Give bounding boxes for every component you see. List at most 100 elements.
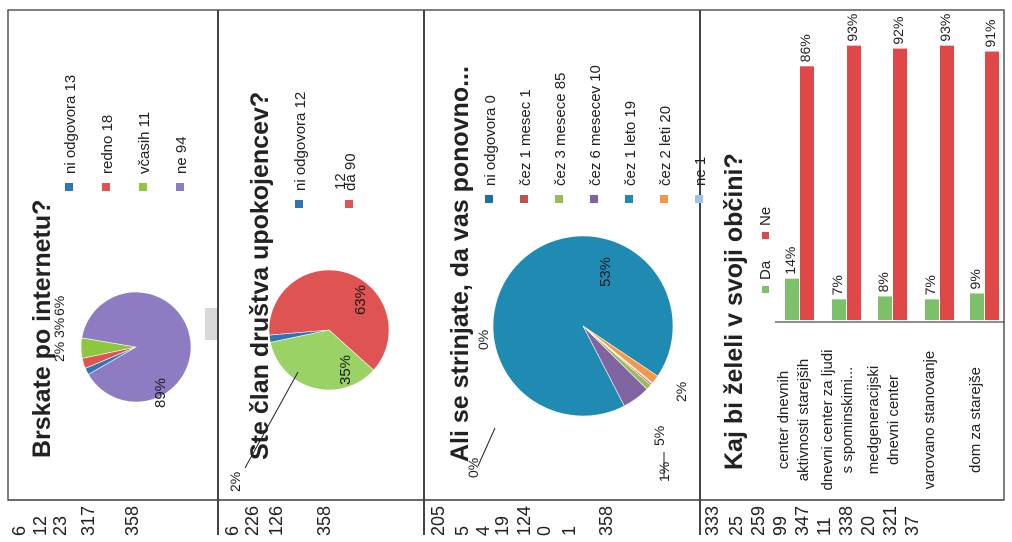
- panel-zeleli-bar-da-2: [878, 296, 892, 320]
- panel-strinjate-side-number-7: 358: [596, 506, 616, 536]
- panel-zeleli-category-1-0: dnevni center za ljudi: [819, 350, 836, 491]
- panel-strinjate-side-number-6: 1: [559, 526, 579, 536]
- panel-zeleli-category-3-0: varovano stanovanje: [921, 351, 938, 489]
- panel-zeleli-label-ne-4: 91%: [982, 20, 998, 48]
- panel-strinjate-slice-6: [582, 325, 654, 385]
- panel-brskate-label-2: 6%: [51, 296, 67, 316]
- panel-brskate-side-number-0: 6: [9, 526, 29, 536]
- panel-strinjate-label-5: 2%: [673, 382, 689, 402]
- panel-strinjate-leader-0: [477, 427, 496, 467]
- panel-brskate-legend-swatch-3: [176, 183, 184, 191]
- panel-brskate-side-number-4: 358: [122, 506, 142, 536]
- panel-brskate-legend-label-0: ni odgovora 13: [62, 75, 79, 174]
- panel-clan-legend-swatch-1: [345, 200, 353, 208]
- panel-clan-side-number-1: 226: [242, 506, 262, 536]
- panel-zeleli-category-4-0: dom za starejše: [967, 367, 984, 473]
- panel-zeleli-bar-da-3: [925, 299, 939, 320]
- panel-zeleli-legend-swatch-da: [762, 286, 769, 293]
- panel-zeleli-bar-da-1: [832, 299, 846, 320]
- panel-brskate-side-number-2: 23: [50, 516, 70, 536]
- panel-brskate-side-number-1: 12: [30, 516, 50, 536]
- panel-zeleli-side-number-3: 99: [770, 516, 790, 536]
- panel-brskate-side-number-3: 317: [78, 506, 98, 536]
- panel-strinjate-side-number-2: 4: [473, 526, 493, 536]
- panel-zeleli-label-ne-2: 92%: [890, 17, 906, 45]
- panel-brskate-label-3: 89%: [152, 378, 169, 408]
- panel-strinjate-legend-label-0: ni odgovora 0: [482, 95, 499, 186]
- panel-clan-side-number-3: 358: [314, 506, 334, 536]
- panel-clan-legend-label-1: da 90: [342, 153, 359, 191]
- panel-layer: Brskate po internetu? ni odgovora 13 redno…: [9, 14, 1004, 536]
- panel-zeleli-category-2-1: dnevni center: [885, 375, 902, 465]
- panel-strinjate-legend-swatch-2: [555, 195, 563, 203]
- panel-zeleli-side-number-5: 11: [814, 517, 834, 536]
- panel-clan-leader: [244, 371, 299, 469]
- panel-clan: Ste član društva upokojencev? ni odgovora…: [222, 92, 390, 536]
- panel-strinjate-legend-label-1: čez 1 mesec 1: [517, 89, 534, 186]
- panel-strinjate-side-number-3: 19: [492, 516, 512, 536]
- panel-zeleli-label-da-4: 9%: [967, 269, 983, 289]
- panel-clan-legend-count: 12: [332, 173, 349, 190]
- panel-frames: [7, 9, 1005, 535]
- panel-zeleli: Kaj bi želeli v svoji občini? Da Ne 14% 86% 7…: [702, 14, 1004, 536]
- panel-brskate-label-1: 3%: [51, 318, 67, 338]
- panel-strinjate-side-number-5: 0: [534, 526, 554, 536]
- panel-clan-side-number-0: 6: [222, 526, 242, 536]
- panel-zeleli-side-number-2: 259: [748, 506, 768, 536]
- panel-zeleli-side-number-0: 333: [702, 506, 722, 536]
- panel-zeleli-category-1-1: s spominskimi...: [839, 367, 856, 474]
- panel-zeleli-bar-ne-2: [893, 48, 907, 320]
- panel-brskate-legend-label-3: ne 94: [173, 136, 190, 174]
- panel-zeleli-label-da-0: 14%: [782, 247, 798, 275]
- panel-clan-label-1: 63%: [352, 285, 369, 315]
- panel-strinjate-label-3: 5%: [651, 426, 667, 446]
- panel-strinjate-legend-swatch-4: [625, 195, 633, 203]
- panel-strinjate-side-number-1: 5: [452, 526, 472, 536]
- panel-zeleli-side-number-7: 20: [858, 516, 878, 536]
- panel-clan-title: Ste član društva upokojencev?: [246, 92, 274, 460]
- panel-zeleli-label-ne-1: 93%: [844, 14, 860, 42]
- panel-brskate-label-0: 2%: [51, 342, 67, 362]
- panel-zeleli-bar-ne-0: [800, 66, 814, 320]
- panel-strinjate-legend-label-6: ne 1: [692, 157, 709, 186]
- panel-clan-label-0: 2%: [227, 472, 243, 492]
- panel-strinjate-legend-label-2: čez 3 mesece 85: [552, 73, 569, 186]
- panel-clan-legend-label-0: ni odgovora 12: [292, 92, 309, 191]
- panel-strinjate-legend-label-4: čez 1 leto 19: [622, 101, 639, 186]
- panel-strinjate-label-4: 53%: [597, 257, 614, 287]
- panel-zeleli-side-number-9: 37: [902, 516, 922, 536]
- panel-zeleli-category-2-0: medgeneracijski: [865, 366, 882, 474]
- panel-brskate-slice-3: [81, 291, 192, 403]
- panel-clan-label-2: 35%: [337, 355, 354, 385]
- panel-zeleli-label-ne-0: 86%: [797, 34, 813, 62]
- panel-zeleli-category-0-0: center dnevnih: [775, 371, 792, 469]
- panel-zeleli-category-0-1: aktivnosti starejših: [795, 359, 812, 482]
- panel-strinjate: Ali se strinjate, da vas ponovno... ni od…: [428, 65, 709, 536]
- panel-strinjate-legend-swatch-1: [520, 195, 528, 203]
- panel-zeleli-side-number-6: 338: [836, 506, 856, 536]
- panel-clan-legend-swatch-0: [295, 200, 303, 208]
- panel-brskate-legend-label-1: redno 18: [99, 115, 116, 174]
- panel-strinjate-legend-label-3: čez 6 mesecev 10: [587, 65, 604, 186]
- panel-strinjate-legend-label-5: čez 2 leti 20: [657, 106, 674, 186]
- panel-zeleli-bar-da-4: [970, 293, 984, 320]
- panel-zeleli-side-number-1: 25: [726, 516, 746, 536]
- panel-zeleli-legend-ne: Ne: [757, 207, 774, 226]
- scan-artifact: [205, 308, 217, 340]
- panel-zeleli-bar-da-0: [785, 278, 799, 320]
- panel-zeleli-bar-ne-1: [847, 45, 861, 321]
- panel-strinjate-legend-swatch-5: [660, 195, 668, 203]
- panel-strinjate-pie: [492, 235, 674, 417]
- panel-zeleli-legend-swatch-ne: [762, 232, 769, 239]
- panel-strinjate-side-number-0: 205: [428, 506, 448, 536]
- panel-brskate-pie: [80, 291, 192, 403]
- panel-strinjate-legend-swatch-3: [590, 195, 598, 203]
- panel-strinjate-side-number-4: 124: [514, 506, 534, 536]
- panel-zeleli-bar-ne-3: [940, 45, 954, 321]
- panel-brskate-title: Brskate po internetu?: [28, 200, 56, 458]
- panel-strinjate-legend-swatch-6: [695, 195, 703, 203]
- panel-zeleli-side-number-4: 347: [792, 506, 812, 536]
- panel-brskate-legend-label-2: včasih 11: [136, 112, 153, 174]
